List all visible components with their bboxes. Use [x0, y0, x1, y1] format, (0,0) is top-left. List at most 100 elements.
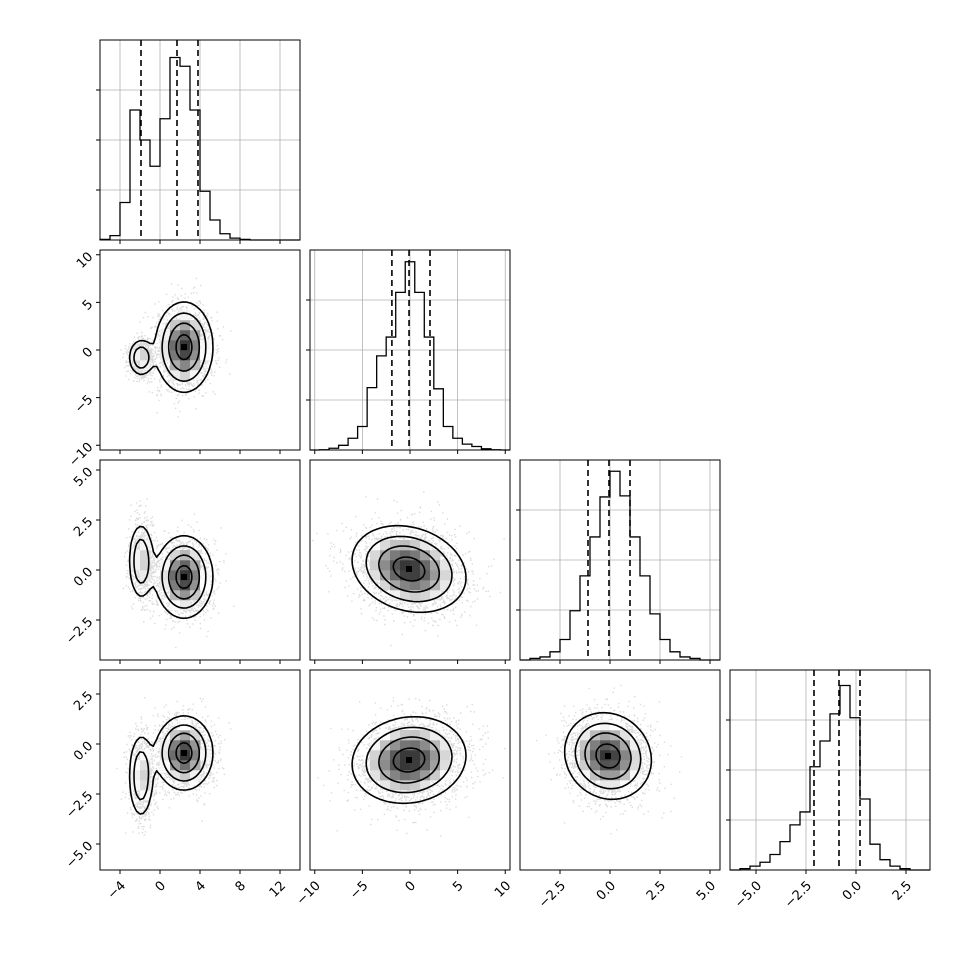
density-cell: [440, 740, 451, 751]
density-peak-marker: [181, 574, 187, 580]
density-cell: [140, 350, 151, 361]
histogram-panel-1: [306, 249, 511, 454]
x-tick-label: −5.0: [732, 878, 765, 911]
density-cell: [600, 770, 611, 781]
contour-line-1: [133, 724, 207, 801]
density-cell: [400, 560, 411, 571]
histogram-step-line: [310, 261, 510, 451]
density-cell: [180, 320, 191, 331]
density-cell: [170, 730, 181, 741]
density-cell: [180, 770, 191, 781]
x-tick-label: −10: [294, 878, 324, 908]
density-cell: [600, 780, 611, 791]
contour-line-0: [351, 524, 467, 614]
corner-plot-panels: −5.0 −2.5 0.0 2.5 −10 −5 0 5 10 −2.5 0.0 2.5 5.0 −4 0 4…: [63, 39, 931, 911]
density-cell: [610, 750, 621, 761]
density-cell: [140, 560, 151, 571]
panel-frame: [519, 669, 721, 871]
contour-line-0: [351, 716, 467, 805]
density-cell: [430, 740, 441, 751]
panel-content: [122, 498, 235, 649]
density-cell: [420, 760, 431, 771]
density-cell: [610, 760, 621, 771]
contour-line-0: [128, 715, 214, 815]
y-tick-label: 0.0: [71, 565, 96, 590]
density-cell: [420, 560, 431, 571]
density-cell: [190, 590, 201, 601]
density-cell: [180, 560, 191, 571]
density-cell: [430, 770, 441, 781]
density-cell: [180, 740, 191, 751]
density-cell: [170, 580, 181, 591]
histogram-step-line: [520, 470, 720, 661]
contour-line-3: [175, 564, 193, 590]
contour-line-1: [133, 538, 207, 609]
density-cell: [400, 570, 411, 581]
x-tick-label: 2.5: [890, 878, 915, 903]
density-cell: [380, 760, 391, 771]
x-tick-label: −4: [105, 878, 129, 902]
density-cell: [140, 780, 151, 791]
density-cell: [420, 770, 431, 781]
density-cell: [370, 750, 381, 761]
density-cell: [410, 590, 421, 601]
density-cell: [370, 570, 381, 581]
histogram-panel-0: [96, 39, 301, 244]
histogram-panel-2: [516, 459, 721, 664]
density-cell: [400, 550, 411, 561]
density-cell: [380, 560, 391, 571]
density-cell: [170, 370, 181, 381]
density-cell: [400, 760, 411, 771]
density-cell: [190, 330, 201, 341]
contour-line-3: [392, 747, 426, 773]
density-panel-1-3: −10 −5 0 5 10: [294, 669, 514, 908]
y-tick-label: 5: [80, 297, 96, 313]
density-cell: [370, 560, 381, 571]
density-cell: [170, 360, 181, 371]
density-panel-0-2: −2.50.02.55.0: [63, 459, 301, 664]
density-cell: [190, 320, 201, 331]
density-cell: [170, 340, 181, 351]
density-cell: [390, 550, 401, 561]
density-cell: [400, 730, 411, 741]
density-cell: [590, 740, 601, 751]
density-cell: [140, 770, 151, 781]
density-cell: [420, 570, 431, 581]
density-cell: [620, 750, 631, 761]
density-cell: [190, 370, 201, 381]
density-cell: [170, 320, 181, 331]
density-cell: [400, 580, 411, 591]
density-cell: [190, 360, 201, 371]
density-cell: [630, 770, 641, 781]
density-cell: [170, 330, 181, 341]
density-cell: [390, 540, 401, 551]
density-cell: [190, 560, 201, 571]
contour-line-3: [392, 556, 426, 582]
density-cell: [440, 570, 451, 581]
density-cell: [380, 740, 391, 751]
y-tick-label: 2.5: [71, 515, 96, 540]
density-peak-marker: [605, 753, 611, 759]
density-cell: [380, 550, 391, 561]
density-cell: [390, 740, 401, 751]
density-cell: [170, 750, 181, 761]
density-cell: [430, 590, 441, 601]
density-cell: [380, 570, 391, 581]
density-cell: [130, 550, 141, 561]
density-cell: [440, 560, 451, 571]
density-cell: [420, 740, 431, 751]
density-cell: [160, 740, 171, 751]
y-tick-label: −10: [66, 440, 96, 470]
density-cell: [180, 370, 191, 381]
y-tick-label: 0.0: [71, 739, 96, 764]
density-cell: [160, 580, 171, 591]
density-cell: [190, 750, 201, 761]
density-cell: [430, 750, 441, 761]
panel-content: [535, 684, 683, 835]
y-tick-label: 2.5: [71, 689, 96, 714]
density-cell: [430, 760, 441, 771]
panel-content: [312, 491, 505, 647]
density-peak-marker: [406, 566, 412, 572]
density-peak-marker: [406, 757, 412, 763]
contour-line-2: [584, 732, 632, 780]
